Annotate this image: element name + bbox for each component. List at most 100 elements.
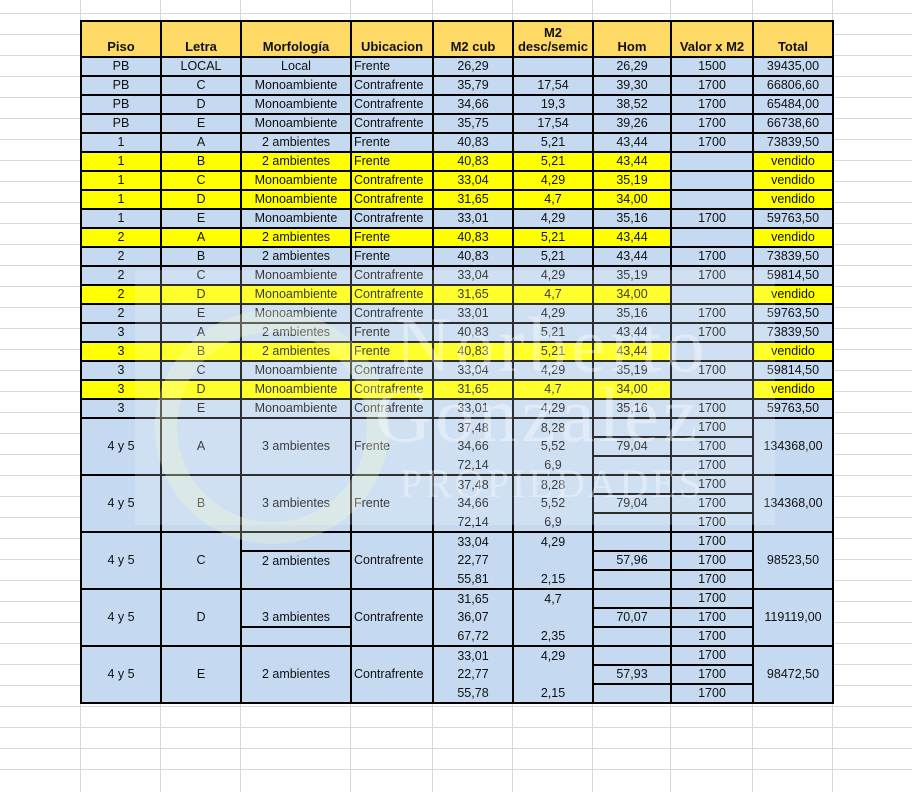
- cell-desc[interactable]: 19,3: [512, 94, 594, 115]
- cell-hom[interactable]: 35,19: [592, 265, 672, 286]
- cell-valor[interactable]: 1700: [670, 208, 754, 229]
- cell-valor[interactable]: 1700: [670, 436, 754, 457]
- cell-valor[interactable]: 1700: [670, 512, 754, 533]
- cell-valor[interactable]: 1700: [670, 455, 754, 476]
- cell-total[interactable]: 134368,00: [752, 417, 834, 476]
- cell-morf[interactable]: Monoambiente: [240, 360, 352, 381]
- cell-m2cub[interactable]: 33,04: [432, 531, 514, 551]
- cell-morf[interactable]: Monoambiente: [240, 398, 352, 419]
- cell-morf[interactable]: Monoambiente: [240, 265, 352, 286]
- cell-piso[interactable]: 1: [80, 208, 162, 229]
- cell-total[interactable]: 73839,50: [752, 132, 834, 153]
- cell-letra[interactable]: B: [160, 151, 242, 172]
- cell-desc[interactable]: 5,21: [512, 151, 594, 172]
- cell-total[interactable]: vendido: [752, 341, 834, 362]
- cell-m2cub[interactable]: 22,77: [432, 665, 514, 684]
- cell-piso[interactable]: 3: [80, 379, 162, 400]
- cell-hom[interactable]: 57,93: [592, 664, 672, 685]
- header-letra[interactable]: Letra: [160, 20, 242, 58]
- cell-letra[interactable]: E: [160, 645, 242, 704]
- cell-piso[interactable]: 4 y 5: [80, 417, 162, 476]
- cell-m2cub[interactable]: 72,14: [432, 513, 514, 533]
- cell-valor[interactable]: 1700: [670, 664, 754, 685]
- cell-total[interactable]: 98523,50: [752, 531, 834, 590]
- cell-piso[interactable]: 4 y 5: [80, 474, 162, 533]
- cell-desc[interactable]: 5,21: [512, 341, 594, 362]
- cell-ubic[interactable]: Frente: [350, 227, 434, 248]
- cell-valor[interactable]: [670, 170, 754, 191]
- cell-morf[interactable]: 3 ambientes: [240, 608, 352, 628]
- cell-morf[interactable]: 2 ambientes: [240, 246, 352, 267]
- cell-total[interactable]: 66806,60: [752, 75, 834, 96]
- cell-m2cub[interactable]: 67,72: [432, 627, 514, 647]
- cell-desc[interactable]: [512, 665, 594, 684]
- cell-valor[interactable]: 1500: [670, 56, 754, 77]
- cell-ubic[interactable]: Contrafrente: [350, 531, 434, 590]
- cell-valor[interactable]: 1700: [670, 550, 754, 571]
- cell-desc[interactable]: 6,9: [512, 513, 594, 533]
- cell-desc[interactable]: 2,15: [512, 570, 594, 590]
- cell-m2cub[interactable]: 34,66: [432, 94, 514, 115]
- cell-desc[interactable]: 5,52: [512, 437, 594, 456]
- cell-piso[interactable]: PB: [80, 56, 162, 77]
- cell-morf[interactable]: 2 ambientes: [240, 550, 352, 570]
- cell-hom[interactable]: 43,44: [592, 132, 672, 153]
- cell-m2cub[interactable]: 40,83: [432, 227, 514, 248]
- cell-piso[interactable]: 2: [80, 265, 162, 286]
- cell-ubic[interactable]: Frente: [350, 474, 434, 533]
- cell-morf[interactable]: [240, 626, 352, 647]
- cell-piso[interactable]: 3: [80, 341, 162, 362]
- cell-m2cub[interactable]: 26,29: [432, 56, 514, 77]
- cell-total[interactable]: 59814,50: [752, 265, 834, 286]
- cell-ubic[interactable]: Frente: [350, 151, 434, 172]
- cell-valor[interactable]: 1700: [670, 493, 754, 514]
- cell-ubic[interactable]: Contrafrente: [350, 170, 434, 191]
- cell-total[interactable]: 65484,00: [752, 94, 834, 115]
- cell-ubic[interactable]: Frente: [350, 341, 434, 362]
- cell-m2cub[interactable]: 40,83: [432, 322, 514, 343]
- cell-hom[interactable]: [592, 569, 672, 590]
- cell-piso[interactable]: 4 y 5: [80, 645, 162, 704]
- cell-piso[interactable]: 3: [80, 398, 162, 419]
- cell-valor[interactable]: 1700: [670, 588, 754, 609]
- cell-m2cub[interactable]: 33,01: [432, 208, 514, 229]
- cell-letra[interactable]: C: [160, 170, 242, 191]
- cell-ubic[interactable]: Contrafrente: [350, 360, 434, 381]
- cell-desc[interactable]: 4,29: [512, 303, 594, 324]
- cell-hom[interactable]: [592, 683, 672, 704]
- cell-hom[interactable]: 43,44: [592, 227, 672, 248]
- cell-morf[interactable]: 2 ambientes: [240, 322, 352, 343]
- cell-piso[interactable]: 4 y 5: [80, 531, 162, 590]
- cell-hom[interactable]: [592, 645, 672, 666]
- cell-m2cub[interactable]: 72,14: [432, 456, 514, 476]
- cell-letra[interactable]: C: [160, 75, 242, 96]
- cell-ubic[interactable]: Contrafrente: [350, 208, 434, 229]
- cell-m2cub[interactable]: 37,48: [432, 474, 514, 494]
- cell-desc[interactable]: 6,9: [512, 456, 594, 476]
- cell-valor[interactable]: 1700: [670, 303, 754, 324]
- cell-valor[interactable]: 1700: [670, 246, 754, 267]
- cell-hom[interactable]: 70,07: [592, 607, 672, 628]
- cell-morf[interactable]: 2 ambientes: [240, 227, 352, 248]
- cell-desc[interactable]: [512, 551, 594, 570]
- cell-valor[interactable]: 1700: [670, 360, 754, 381]
- cell-m2cub[interactable]: 40,83: [432, 341, 514, 362]
- cell-total[interactable]: 59763,50: [752, 208, 834, 229]
- cell-m2cub[interactable]: 31,65: [432, 588, 514, 608]
- cell-desc[interactable]: 2,35: [512, 627, 594, 647]
- cell-valor[interactable]: [670, 151, 754, 172]
- cell-m2cub[interactable]: 55,78: [432, 684, 514, 704]
- cell-hom[interactable]: 79,04: [592, 493, 672, 514]
- cell-m2cub[interactable]: 37,48: [432, 417, 514, 437]
- cell-hom[interactable]: 35,16: [592, 398, 672, 419]
- cell-morf[interactable]: [240, 531, 352, 552]
- cell-desc[interactable]: 4,7: [512, 189, 594, 210]
- cell-valor[interactable]: [670, 379, 754, 400]
- header-morf[interactable]: Morfología: [240, 20, 352, 58]
- cell-hom[interactable]: 79,04: [592, 436, 672, 457]
- cell-morf[interactable]: Monoambiente: [240, 75, 352, 96]
- cell-hom[interactable]: 57,96: [592, 550, 672, 571]
- cell-ubic[interactable]: Contrafrente: [350, 94, 434, 115]
- cell-ubic[interactable]: Frente: [350, 132, 434, 153]
- cell-total[interactable]: 59763,50: [752, 303, 834, 324]
